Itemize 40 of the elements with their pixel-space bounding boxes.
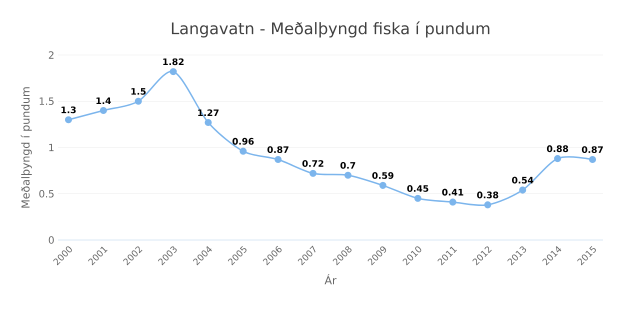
y-tick-label: 2: [48, 51, 54, 59]
data-label: 0.87: [582, 146, 603, 154]
data-label: 0.96: [232, 138, 254, 145]
point: [64, 116, 72, 124]
x-axis-title: Ár: [324, 274, 336, 284]
data-label: 0.45: [407, 185, 428, 192]
point: [484, 201, 492, 208]
point: [309, 170, 317, 177]
y-tick-label: 0.5: [39, 190, 54, 198]
data-label: 0.38: [477, 192, 498, 198]
data-label: 0.54: [512, 176, 534, 184]
point: [344, 172, 352, 179]
data-label: 1.82: [163, 58, 184, 66]
point: [588, 156, 596, 164]
data-label: 0.88: [546, 145, 568, 152]
point: [240, 148, 247, 155]
point: [449, 198, 456, 206]
y-tick-label: 0: [48, 236, 54, 244]
data-label: 1.3: [62, 106, 76, 114]
point: [414, 194, 422, 202]
point: [204, 118, 212, 126]
point: [134, 98, 142, 105]
data-label: 0.41: [442, 188, 464, 196]
point: [554, 155, 562, 162]
chart-title: Langavatn - Meðalþyngd fiska í pundum: [172, 21, 490, 38]
y-axis-title: Meðalþyngd í pundum: [20, 87, 32, 208]
point: [379, 182, 386, 189]
data-label: 0.87: [267, 146, 288, 154]
y-tick-label: 1.5: [40, 98, 54, 105]
data-label: 0.72: [302, 160, 324, 167]
data-label: 0.7: [340, 162, 356, 169]
data-label: 1.27: [198, 109, 219, 116]
data-label: 1.5: [131, 88, 146, 95]
point: [519, 186, 526, 194]
data-label: 1.4: [96, 97, 111, 104]
data-label: 0.59: [372, 172, 394, 179]
y-tick-label: 1: [49, 144, 54, 152]
point: [274, 156, 282, 164]
point: [100, 106, 107, 114]
point: [170, 68, 177, 76]
